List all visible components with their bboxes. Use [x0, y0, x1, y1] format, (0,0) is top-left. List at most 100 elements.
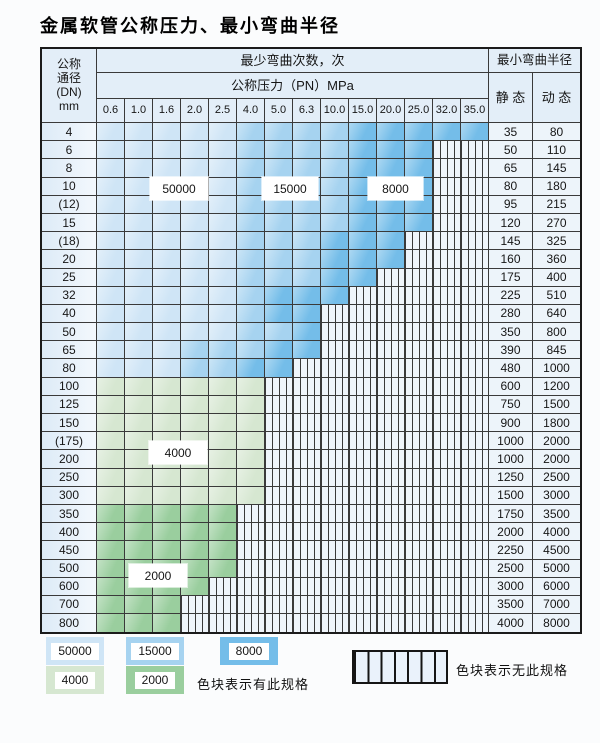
dn-cell: 350 — [42, 504, 97, 524]
no-spec-cell — [405, 595, 433, 615]
static-value: 160 — [489, 250, 533, 269]
spec-cell — [181, 541, 209, 560]
static-value: 65 — [489, 159, 533, 178]
no-spec-cell — [321, 468, 349, 487]
spec-cell — [181, 286, 209, 305]
spec-cell — [209, 213, 237, 233]
static-value: 3000 — [489, 577, 533, 596]
dynamic-value: 2000 — [533, 450, 580, 469]
spec-cell — [97, 177, 125, 196]
no-spec-cell — [349, 304, 377, 324]
no-spec-cell — [461, 323, 489, 342]
no-spec-cell — [265, 577, 293, 596]
spec-cell — [377, 232, 405, 251]
spec-cell — [153, 286, 181, 305]
dn-cell: 10 — [42, 177, 97, 196]
pressure-col-header: 1.6 — [153, 99, 181, 123]
dynamic-value: 3000 — [533, 486, 580, 505]
no-spec-cell — [377, 377, 405, 396]
spec-cell — [125, 541, 153, 560]
col-header-dn-line4: mm — [59, 99, 79, 113]
no-spec-cell — [433, 377, 461, 396]
no-spec-cell — [461, 141, 489, 160]
dn-cell: (175) — [42, 432, 97, 451]
no-spec-cell — [377, 341, 405, 360]
static-value: 1500 — [489, 486, 533, 505]
no-spec-cell — [321, 304, 349, 324]
spec-cell — [125, 395, 153, 414]
no-spec-cell — [293, 414, 321, 433]
no-spec-cell — [349, 523, 377, 542]
pressure-col-header: 1.0 — [125, 99, 153, 123]
spec-cell — [349, 213, 377, 233]
dynamic-value: 4000 — [533, 523, 580, 542]
no-spec-cell — [321, 595, 349, 615]
static-value: 95 — [489, 195, 533, 214]
spec-cell — [125, 323, 153, 342]
no-spec-cell — [293, 504, 321, 524]
spec-cell — [237, 159, 265, 178]
spec-cell — [209, 250, 237, 269]
spec-cell — [97, 450, 125, 469]
spec-cell — [125, 213, 153, 233]
no-spec-cell — [461, 268, 489, 287]
no-spec-cell — [433, 450, 461, 469]
spec-cell — [97, 486, 125, 505]
dynamic-value: 510 — [533, 286, 580, 305]
no-spec-cell — [433, 286, 461, 305]
dn-cell: 80 — [42, 359, 97, 378]
no-spec-cell — [405, 486, 433, 505]
no-spec-cell — [405, 268, 433, 287]
no-spec-cell — [349, 414, 377, 433]
spec-cell — [321, 177, 349, 196]
no-spec-cell — [321, 523, 349, 542]
static-value: 480 — [489, 359, 533, 378]
static-value: 1250 — [489, 468, 533, 487]
spec-cell — [321, 159, 349, 178]
spec-cell — [209, 468, 237, 487]
spec-cell — [153, 595, 181, 615]
no-spec-cell — [265, 450, 293, 469]
dynamic-value: 5000 — [533, 559, 580, 578]
no-spec-cell — [433, 577, 461, 596]
col-header-dn-line1: 公称 — [56, 57, 81, 71]
spec-cell — [125, 341, 153, 360]
spec-cell — [321, 268, 349, 287]
spec-cell — [153, 486, 181, 505]
no-spec-cell — [377, 504, 405, 524]
no-spec-cell — [433, 141, 461, 160]
spec-cell — [125, 304, 153, 324]
spec-cell — [181, 159, 209, 178]
static-value: 1000 — [489, 432, 533, 451]
spec-cell — [97, 123, 125, 142]
spec-cell — [125, 432, 153, 451]
no-spec-cell — [433, 232, 461, 251]
no-spec-cell — [405, 614, 433, 633]
no-spec-cell — [405, 468, 433, 487]
spec-cell — [377, 195, 405, 214]
dn-cell: 125 — [42, 395, 97, 414]
no-spec-cell — [349, 341, 377, 360]
no-spec-cell — [293, 577, 321, 596]
no-spec-cell — [377, 268, 405, 287]
no-spec-cell — [349, 395, 377, 414]
spec-cell — [293, 286, 321, 305]
spec-cell — [125, 595, 153, 615]
spec-cell — [209, 523, 237, 542]
no-spec-cell — [433, 504, 461, 524]
no-spec-cell — [237, 577, 265, 596]
no-spec-cell — [209, 577, 237, 596]
legend-swatch: 50000 — [46, 637, 104, 665]
spec-cell — [209, 559, 237, 578]
no-spec-cell — [377, 359, 405, 378]
spec-cell — [97, 595, 125, 615]
no-spec-cell — [377, 523, 405, 542]
no-spec-cell — [405, 232, 433, 251]
spec-cell — [181, 268, 209, 287]
dn-cell: 65 — [42, 341, 97, 360]
spec-cell — [293, 159, 321, 178]
spec-cell — [265, 286, 293, 305]
spec-cell — [349, 268, 377, 287]
no-spec-cell — [433, 159, 461, 178]
spec-cell — [125, 268, 153, 287]
